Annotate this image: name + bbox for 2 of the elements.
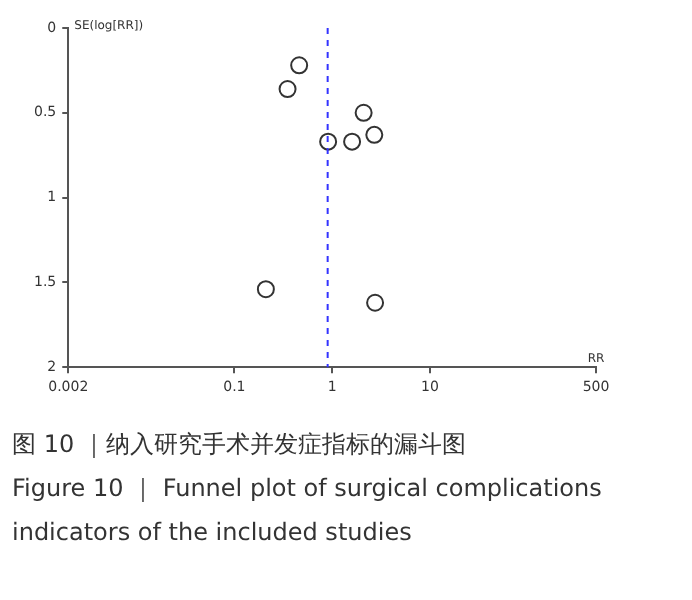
caption: 图 10 ｜纳入研究手术并发症指标的漏斗图 [12, 428, 468, 462]
caption: Figure 10 ｜ Funnel plot of surgical complications indicators of the included studies [12, 472, 604, 550]
